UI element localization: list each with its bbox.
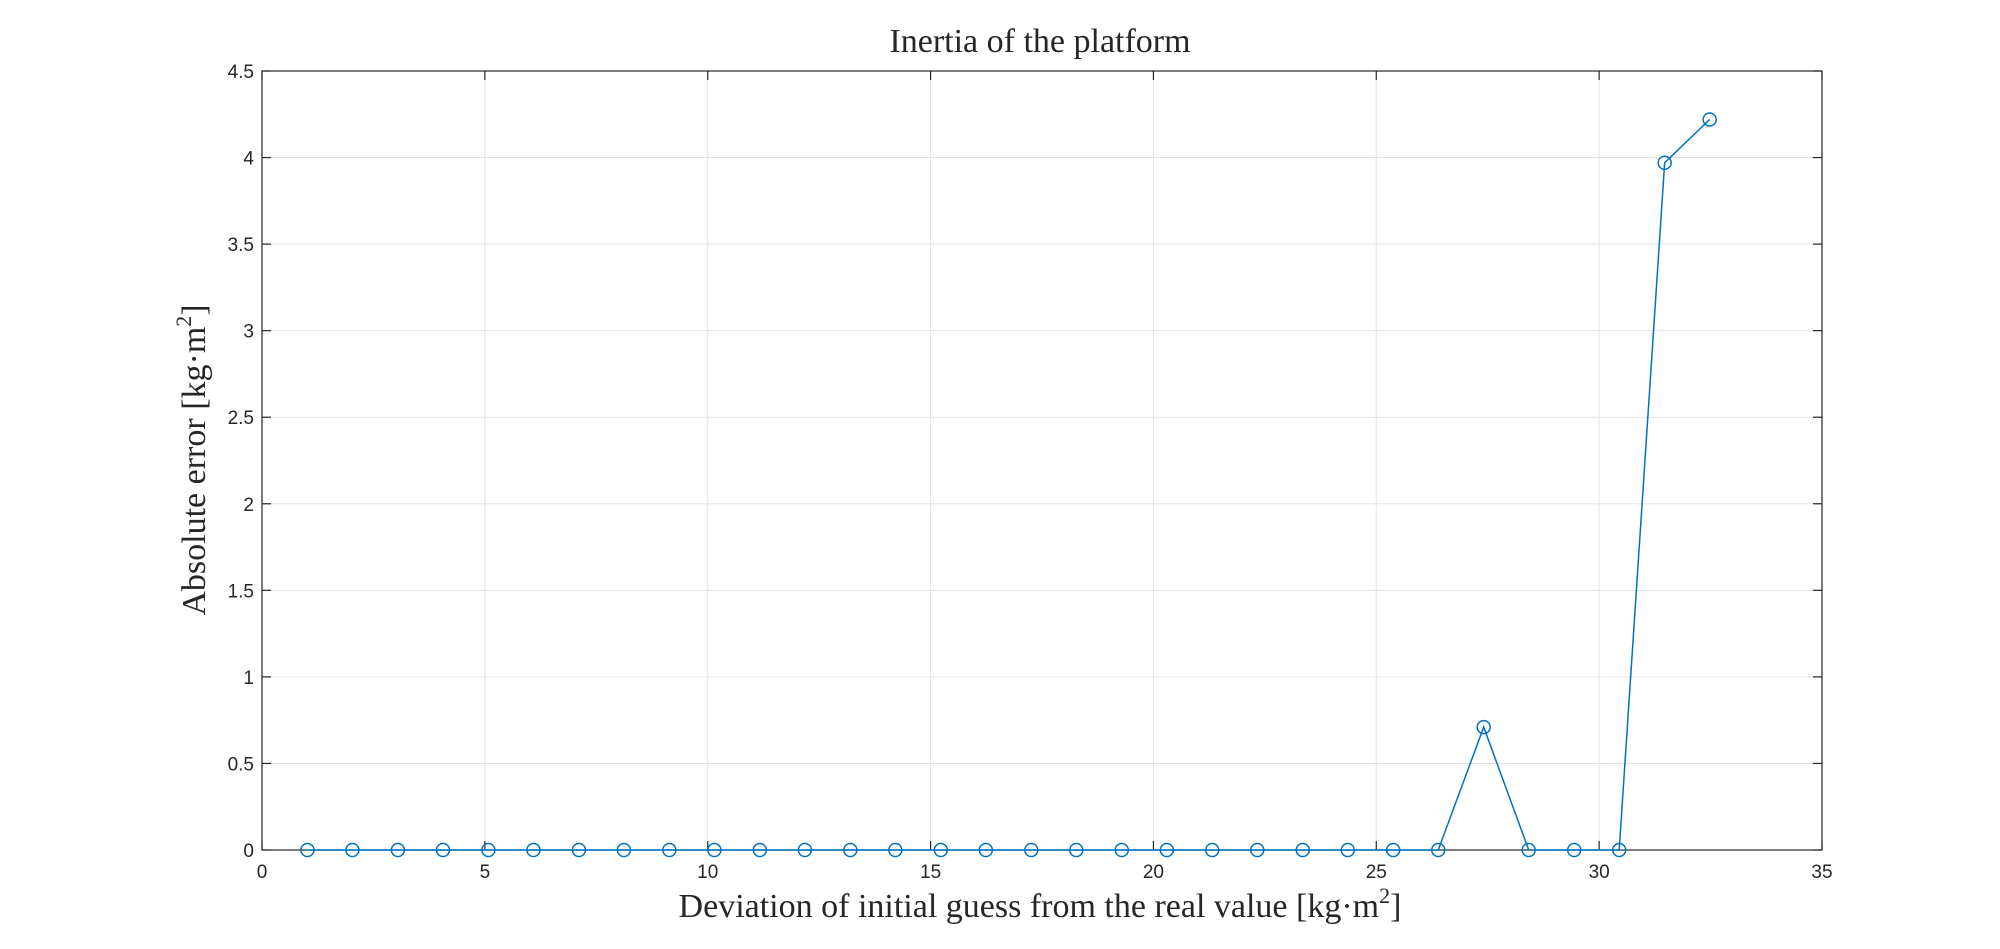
data-point — [435, 842, 451, 858]
data-point — [752, 842, 768, 858]
data-point — [481, 842, 496, 858]
x-tick-label: 5 — [480, 862, 491, 883]
y-axis-label-end: ] — [176, 304, 213, 315]
data-point — [843, 842, 858, 858]
y-tick-label: 2 — [243, 495, 254, 516]
data-point — [1476, 719, 1491, 735]
data-point — [616, 842, 632, 858]
x-tick-label: 30 — [1589, 862, 1610, 883]
data-point — [300, 842, 315, 858]
plot-frame — [261, 70, 1823, 851]
y-tick-label: 4.5 — [228, 62, 254, 83]
y-tick-label: 0 — [243, 841, 254, 862]
y-tick-label: 3 — [243, 322, 254, 343]
y-tick-label: 1.5 — [228, 581, 254, 602]
data-point — [1702, 112, 1717, 127]
x-tick-label: 35 — [1811, 862, 1832, 883]
y-tick-label: 4 — [243, 149, 254, 170]
data-point — [1657, 155, 1672, 170]
y-axis-label-superscript: 2 — [171, 316, 196, 327]
data-point — [797, 842, 813, 858]
data-point — [571, 842, 587, 858]
y-tick-label: 3.5 — [228, 235, 254, 256]
data-point — [1295, 842, 1310, 858]
x-axis-label-superscript: 2 — [1379, 883, 1390, 908]
data-point — [1340, 842, 1356, 858]
data-point — [345, 842, 360, 858]
x-tick-label: 0 — [257, 862, 268, 883]
data-point — [1430, 842, 1446, 858]
y-tick-labels: 0 0.5 1 1.5 2 2.5 3 3.5 4 4.5 — [228, 62, 255, 862]
data-point — [662, 842, 677, 858]
x-tick-labels: 0 5 10 15 20 25 30 35 — [257, 862, 1833, 883]
data-point — [1250, 842, 1265, 858]
data-point — [1205, 842, 1220, 858]
data-point — [1611, 842, 1627, 858]
y-tick-label: 0.5 — [228, 754, 254, 775]
y-tick-label: 2.5 — [228, 408, 254, 429]
x-axis-label: Deviation of initial guess from the real… — [679, 883, 1402, 925]
x-tick-label: 10 — [697, 862, 718, 883]
data-point — [1566, 842, 1582, 858]
data-point — [888, 842, 903, 858]
grid — [262, 71, 1822, 850]
data-point — [978, 842, 994, 858]
data-point — [390, 842, 406, 858]
y-tick-label: 1 — [243, 668, 254, 689]
chart-title: Inertia of the platform — [889, 23, 1190, 60]
x-axis-label-end: ] — [1390, 888, 1401, 925]
data-point — [1385, 842, 1401, 858]
data-point — [1159, 842, 1175, 858]
x-axis-label-main: Deviation of initial guess from the real… — [679, 888, 1380, 925]
data-point — [707, 842, 722, 858]
x-tick-label: 20 — [1143, 862, 1164, 883]
series-layer — [300, 112, 1717, 858]
data-point — [526, 842, 541, 858]
data-point — [933, 842, 949, 858]
data-point — [1114, 842, 1130, 858]
axis-ticks — [261, 70, 1823, 851]
data-point — [1024, 842, 1039, 858]
data-point — [1069, 842, 1084, 858]
x-tick-label: 15 — [920, 862, 941, 883]
y-axis-label-main: Absolute error [kg·m — [176, 327, 213, 616]
series-line — [307, 118, 1711, 851]
data-point — [1521, 842, 1536, 858]
y-axis-label: Absolute error [kg·m2] — [171, 304, 213, 615]
x-tick-label: 25 — [1366, 862, 1387, 883]
